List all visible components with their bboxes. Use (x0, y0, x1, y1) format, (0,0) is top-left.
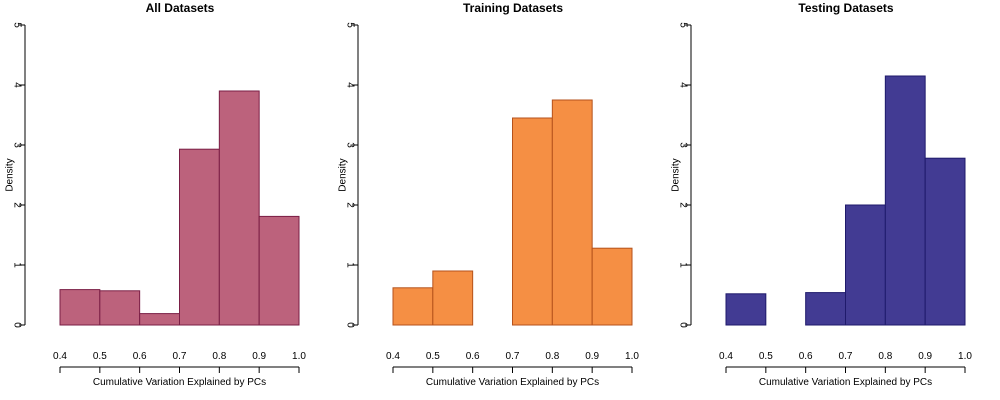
histogram-bar (725, 293, 767, 326)
y-tick-label: 0 (345, 322, 356, 328)
x-tick-label: 0.5 (759, 351, 773, 362)
x-tick-label: 0.4 (386, 351, 400, 362)
y-tick-label: 4 (12, 82, 23, 88)
x-tick-label: 0.5 (93, 351, 107, 362)
histogram-bar (432, 270, 474, 326)
x-tick-label: 1.0 (625, 351, 639, 362)
x-tick-label: 0.7 (839, 351, 853, 362)
chart-title: Training Datasets (463, 1, 563, 15)
histogram-bar (258, 215, 300, 326)
y-tick-label: 0 (12, 322, 23, 328)
histogram-bar (805, 292, 846, 326)
y-axis-label: Density (671, 158, 682, 191)
chart-panel-3: Testing Datasets 0 1 2 3 4 5 Density 0.4 0.5 0.6 0.… (671, 1, 973, 388)
y-tick-label: 4 (345, 82, 356, 88)
y-tick-label: 5 (678, 22, 689, 28)
x-tick-label: 0.4 (53, 351, 67, 362)
histogram-bar (845, 204, 886, 326)
histogram-bar (59, 289, 101, 326)
chart-title: All Datasets (146, 1, 215, 15)
x-tick-label: 0.9 (918, 351, 932, 362)
y-tick-label: 3 (12, 142, 23, 148)
x-tick-label: 0.8 (545, 351, 559, 362)
x-tick-label: 0.6 (133, 351, 147, 362)
histogram-bar (591, 247, 633, 326)
x-tick-label: 0.7 (173, 351, 187, 362)
y-tick-label: 1 (12, 262, 23, 268)
x-tick-label: 0.7 (506, 351, 520, 362)
x-tick-label: 0.8 (212, 351, 226, 362)
x-axis-label: Cumulative Variation Explained by PCs (759, 377, 932, 388)
y-tick-label: 3 (678, 142, 689, 148)
x-tick-label: 0.6 (799, 351, 813, 362)
histogram-bar (179, 148, 220, 326)
x-tick-label: 0.5 (426, 351, 440, 362)
x-axis-label: Cumulative Variation Explained by PCs (426, 377, 599, 388)
y-tick-label: 3 (345, 142, 356, 148)
x-tick-label: 0.6 (466, 351, 480, 362)
y-tick-label: 2 (345, 202, 356, 208)
histogram-bar (218, 90, 260, 326)
histogram-bar (884, 75, 926, 326)
y-tick-label: 0 (678, 322, 689, 328)
y-tick-label: 4 (678, 82, 689, 88)
x-tick-label: 0.8 (878, 351, 892, 362)
x-tick-label: 0.9 (585, 351, 599, 362)
y-axis-label: Density (338, 158, 349, 191)
chart-panel-2: Training Datasets 0 1 2 3 4 5 Density 0.4 0.5 0.6 0… (338, 1, 640, 388)
x-tick-label: 0.9 (252, 351, 266, 362)
x-tick-label: 1.0 (958, 351, 972, 362)
histogram-bar (392, 287, 434, 326)
y-tick-label: 2 (12, 202, 23, 208)
x-tick-label: 0.4 (719, 351, 733, 362)
histogram-bar (512, 117, 553, 326)
y-tick-label: 2 (678, 202, 689, 208)
histogram-bar (139, 313, 180, 326)
histogram-bar (924, 157, 966, 326)
y-tick-label: 5 (345, 22, 356, 28)
chart-panel-1: All Datasets 0 1 2 3 4 5 Density 0.4 0.5 0.6 0.7 0.8… (5, 1, 307, 388)
x-axis-label: Cumulative Variation Explained by PCs (93, 377, 266, 388)
y-axis-label: Density (5, 158, 16, 191)
y-tick-label: 5 (12, 22, 23, 28)
chart-title: Testing Datasets (798, 1, 893, 15)
histogram-bar (551, 99, 593, 326)
y-tick-label: 1 (345, 262, 356, 268)
histogram-bar (99, 290, 141, 326)
x-tick-label: 1.0 (292, 351, 306, 362)
y-tick-label: 1 (678, 262, 689, 268)
